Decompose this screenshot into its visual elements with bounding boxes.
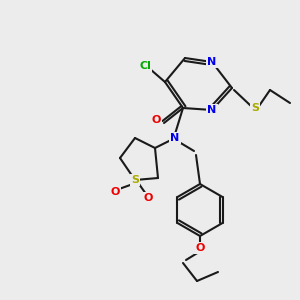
Text: S: S — [251, 103, 259, 113]
Text: Cl: Cl — [139, 61, 151, 71]
Text: O: O — [195, 243, 205, 253]
Text: O: O — [143, 193, 153, 203]
Text: N: N — [207, 105, 217, 115]
Text: S: S — [131, 175, 139, 185]
Text: O: O — [110, 187, 120, 197]
Text: N: N — [170, 133, 180, 143]
Text: N: N — [207, 57, 217, 67]
Text: O: O — [151, 115, 161, 125]
